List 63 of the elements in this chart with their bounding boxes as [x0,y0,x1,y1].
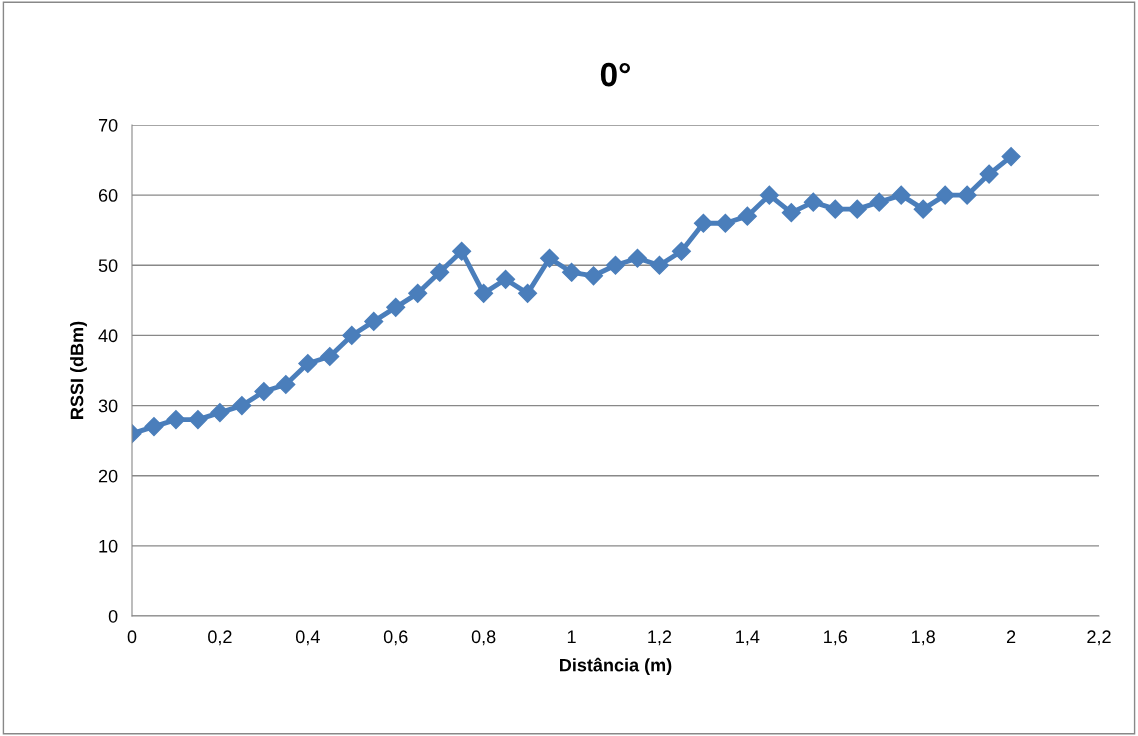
point [364,311,384,331]
point [737,206,757,226]
point [342,325,362,345]
point [1001,147,1021,167]
point [825,199,845,219]
point [254,382,274,402]
y-tick-label: 70 [98,118,118,132]
x-tick-label: 1,6 [824,630,848,646]
point [583,266,604,286]
point [386,297,406,317]
x-tick-label: 0 [127,630,137,644]
point [408,283,428,303]
y-tick-label: 20 [98,469,118,483]
point [430,262,450,282]
point [913,199,933,219]
x-axis-title: Distância (m) [560,657,672,676]
x-tick-label: 2 [1006,630,1016,643]
x-tick-label: 0,6 [383,630,408,646]
point [496,269,516,289]
x-tick-label: 1 [567,630,576,643]
y-tick-label: 50 [98,259,118,273]
point [715,213,735,233]
point [693,213,713,233]
point [649,255,669,275]
x-tick-label: 2,2 [1087,630,1111,646]
y-tick-label: 40 [98,329,118,343]
point [298,353,318,374]
point [276,374,296,395]
point [627,248,648,268]
point [979,164,999,184]
point [232,396,252,416]
point [210,403,230,423]
point [518,283,538,303]
point [166,410,186,430]
point [452,241,472,261]
point [803,192,823,212]
x-tick-label: 1,2 [648,630,672,646]
point [957,185,977,205]
point [781,203,801,223]
point [605,255,626,275]
y-tick-label: 30 [98,399,118,413]
point [869,192,889,212]
chart-title: 0° [600,62,630,87]
point [474,283,494,303]
point [562,262,582,282]
point [540,248,560,268]
point [759,185,779,205]
point [935,185,955,205]
point [891,185,911,205]
point [144,417,164,437]
point [320,346,340,367]
x-tick-label: 0,8 [471,630,496,646]
point [847,199,867,219]
x-tick-label: 0,4 [295,630,320,646]
y-axis-title: RSSI (dBm) [70,321,87,419]
point [188,410,208,430]
x-tick-label: 0,2 [208,630,232,646]
y-tick-label: 0 [108,609,118,623]
y-tick-label: 10 [99,539,118,553]
x-tick-label: 1,8 [912,630,935,646]
point [671,241,691,261]
x-tick-label: 1,4 [736,630,760,646]
y-tick-label: 60 [98,189,118,202]
